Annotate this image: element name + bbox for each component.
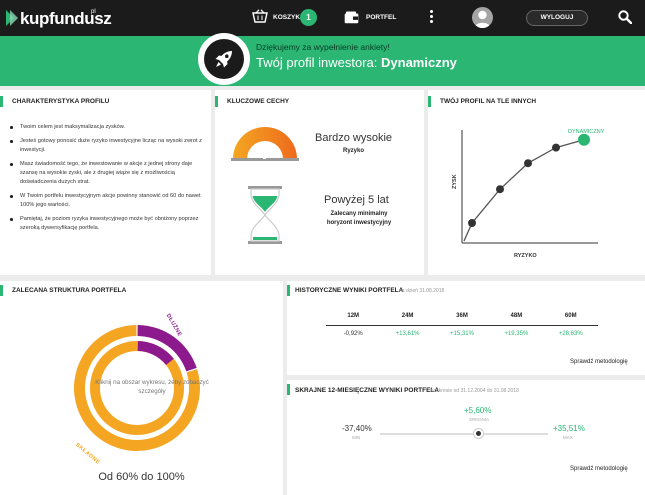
average-return-label: ŚREDNIA (469, 417, 490, 422)
column-header: 12M (347, 313, 360, 319)
more-menu-icon[interactable] (424, 8, 438, 28)
debt-slice[interactable] (137, 325, 197, 372)
horizon-label: Zalecany minimalny horyzont inwestycyjny (326, 211, 392, 226)
survey-thanks-text: Dziękujemy za wypełnienie ankiety! (256, 42, 390, 52)
table-cell: -0,92% (343, 331, 363, 337)
extreme-methodology-link[interactable]: Sprawdź metodologię (570, 466, 628, 472)
top-navigation-bar: kupfundusz pl KOSZYK 1 PORTFEL WYLOGUJ (0, 0, 645, 36)
cart-count-badge[interactable]: 1 (300, 9, 317, 26)
portfolio-label[interactable]: PORTFEL (366, 14, 397, 21)
equity-range-text: Od 60% do 100% (98, 471, 185, 483)
historical-results-card (287, 281, 645, 375)
profile-point[interactable] (496, 185, 504, 194)
average-return-value: +5,60% (464, 406, 492, 415)
donut-hint-text: Kliknij na obszar wykresu, żeby zobaczyć… (95, 379, 209, 395)
extreme-results-card (287, 380, 645, 495)
max-return-label: MAX (563, 435, 573, 440)
portfolio-structure-card: ZALECANA STRUKTURA PORTFELA (0, 281, 283, 495)
avatar[interactable] (472, 7, 493, 28)
return-range-track (380, 433, 548, 435)
profile-point[interactable] (468, 219, 476, 227)
table-cell: +13,61% (395, 331, 420, 337)
historical-results-table: 12M 24M 36M 48M 60M -0,92% +13,61% +15,3… (326, 311, 598, 337)
max-return-value: +35,51% (553, 424, 585, 433)
profile-title-prefix: Twój profil inwestora: (256, 55, 378, 70)
table-cell: +15,31% (450, 331, 474, 337)
basket-icon[interactable] (252, 9, 268, 23)
list-item: Jesteś gotowy ponosić duże ryzyko inwest… (8, 137, 206, 155)
table-row: -0,92% +13,61% +15,31% +19,35% +28,63% (326, 326, 598, 337)
section-marker (287, 285, 290, 296)
characteristics-list: Twoim celem jest maksymalizacja zysków. … (8, 123, 206, 238)
column-header: 48M (510, 313, 523, 319)
x-axis-label: RYZYKO (514, 253, 537, 259)
list-item: Masz świadomość tego, że inwestowanie w … (8, 160, 206, 186)
rocket-icon (215, 51, 232, 68)
logo-suffix: pl (91, 9, 96, 15)
historical-results-date: na dzień 31.08.2018 (399, 288, 445, 294)
min-return-label: MIN (352, 435, 361, 440)
profile-characteristics-title: CHARAKTERYSTYKA PROFILU (12, 98, 110, 105)
section-marker (0, 96, 3, 107)
section-marker (0, 285, 3, 296)
risk-gauge-icon (231, 127, 299, 161)
peer-comparison-title: TWÓJ PROFIL NA TLE INNYCH (440, 98, 537, 105)
column-header: 36M (456, 313, 468, 319)
y-axis-label: ZYSK (452, 174, 458, 189)
column-header: 60M (564, 313, 577, 319)
hourglass-icon (248, 186, 282, 244)
highlight-label: DYNAMICZNY (568, 129, 605, 135)
key-features-title: KLUCZOWE CECHY (227, 98, 290, 105)
search-icon[interactable] (618, 10, 632, 24)
peer-comparison-card: TWÓJ PROFIL NA TLE INNYCH ZYSK RYZYKO DY… (428, 90, 645, 275)
portfolio-structure-donut-chart[interactable] (64, 315, 210, 461)
table-cell: +19,35% (504, 331, 529, 337)
column-header: 24M (401, 313, 414, 319)
horizon-value: Powyżej 5 lat (324, 194, 389, 206)
profile-type: Dynamiczny (381, 55, 457, 70)
return-range-marker (474, 429, 483, 438)
historical-methodology-link[interactable]: Sprawdź metodologię (570, 359, 628, 365)
user-icon (474, 10, 491, 28)
profile-point[interactable] (524, 159, 532, 168)
risk-level-value: Bardzo wysokie (315, 132, 393, 144)
debt-inner-slice[interactable] (137, 341, 174, 366)
risk-level-label: Ryzyko (343, 148, 365, 154)
profile-banner (0, 36, 645, 86)
section-marker (428, 96, 431, 107)
list-item: Twoim celem jest maksymalizacja zysków. (8, 123, 206, 132)
portfolio-structure-title: ZALECANA STRUKTURA PORTFELA (12, 287, 127, 294)
table-header: 12M 24M 36M 48M 60M (326, 311, 598, 326)
wallet-icon[interactable] (344, 11, 359, 24)
section-marker (215, 96, 218, 107)
min-return-value: -37,40% (342, 424, 372, 433)
profile-point-highlight[interactable] (578, 133, 590, 146)
logo-icon (6, 10, 18, 26)
extreme-results-title: SKRAJNE 12-MIESIĘCZNE WYNIKI PORTFELA (295, 387, 440, 394)
logout-button[interactable]: WYLOGUJ (526, 10, 588, 26)
section-marker (287, 384, 290, 395)
historical-results-title: HISTORYCZNE WYNIKI PORTFELA (295, 287, 404, 294)
peer-comparison-chart[interactable]: ZYSK RYZYKO DYNAMICZNY (428, 90, 645, 275)
trend-line (463, 139, 585, 242)
key-features-card: KLUCZOWE CECHY Bardzo wysokie Ryzyko Pow… (215, 90, 424, 275)
profile-point[interactable] (552, 143, 560, 152)
list-item: Pamiętaj, że poziom ryzyka inwestycyjneg… (8, 215, 206, 233)
profile-title: Twój profil inwestora: Dynamiczny (256, 55, 457, 70)
logo-text: kupfundusz (20, 9, 112, 28)
profile-characteristics-card: CHARAKTERYSTYKA PROFILU Twoim celem jest… (0, 90, 211, 275)
cart-label[interactable]: KOSZYK (273, 14, 301, 21)
logo[interactable]: kupfundusz pl (4, 8, 112, 28)
table-cell: +28,63% (558, 331, 583, 337)
list-item: W Twoim portfelu inwestycyjnym akcje pow… (8, 192, 206, 210)
extreme-results-period: w okresie od 31.12.2004 do 31.08.2018 (431, 388, 519, 394)
